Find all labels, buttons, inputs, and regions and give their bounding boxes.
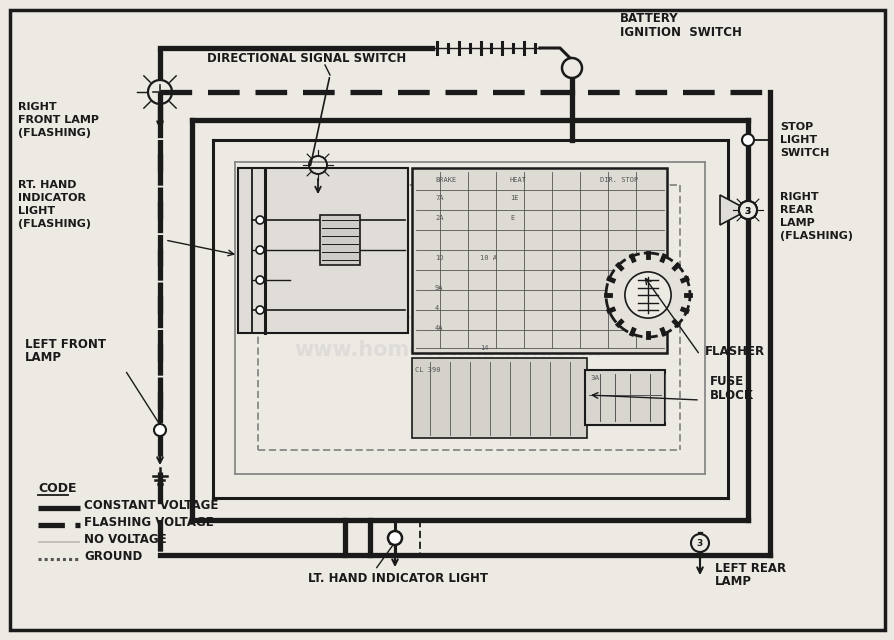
- Circle shape: [388, 531, 401, 545]
- Text: 2A: 2A: [434, 215, 443, 221]
- Text: 1D: 1D: [434, 255, 443, 261]
- Text: FUSE: FUSE: [709, 375, 743, 388]
- Text: CONSTANT VOLTAGE: CONSTANT VOLTAGE: [84, 499, 218, 512]
- Text: FLASHING VOLTAGE: FLASHING VOLTAGE: [84, 516, 214, 529]
- Text: SWITCH: SWITCH: [780, 148, 829, 158]
- Text: BRAKE: BRAKE: [434, 177, 456, 183]
- Text: RIGHT: RIGHT: [780, 192, 818, 202]
- Text: DIR. STOP: DIR. STOP: [599, 177, 637, 183]
- Text: LT. HAND INDICATOR LIGHT: LT. HAND INDICATOR LIGHT: [308, 572, 487, 585]
- Text: 3: 3: [744, 207, 750, 216]
- Text: IGNITION  SWITCH: IGNITION SWITCH: [620, 26, 741, 39]
- Text: LIGHT: LIGHT: [780, 135, 816, 145]
- Text: 3: 3: [696, 540, 703, 548]
- Circle shape: [256, 216, 264, 224]
- Text: (FLASHING): (FLASHING): [18, 128, 91, 138]
- Circle shape: [624, 272, 670, 318]
- Circle shape: [605, 253, 689, 337]
- Text: FRONT LAMP: FRONT LAMP: [18, 115, 99, 125]
- Bar: [585, 370, 664, 425]
- Circle shape: [154, 424, 165, 436]
- Text: DIRECTIONAL SIGNAL SWITCH: DIRECTIONAL SIGNAL SWITCH: [207, 52, 406, 65]
- Text: BATTERY: BATTERY: [620, 12, 678, 25]
- Circle shape: [561, 58, 581, 78]
- Text: LAMP: LAMP: [780, 218, 814, 228]
- Text: (FLASHING): (FLASHING): [780, 231, 852, 241]
- Text: CODE: CODE: [38, 482, 76, 495]
- Text: LAMP: LAMP: [25, 351, 62, 364]
- FancyBboxPatch shape: [411, 168, 666, 353]
- Circle shape: [738, 201, 756, 219]
- Circle shape: [738, 201, 756, 219]
- FancyBboxPatch shape: [411, 358, 586, 438]
- Text: 4: 4: [434, 305, 439, 311]
- Text: E: E: [510, 215, 514, 221]
- Circle shape: [741, 134, 753, 146]
- Text: CL 390: CL 390: [415, 367, 440, 373]
- Text: 1E: 1E: [510, 195, 518, 201]
- Text: HEAT: HEAT: [510, 177, 527, 183]
- Text: LEFT REAR: LEFT REAR: [714, 562, 785, 575]
- Text: LAMP: LAMP: [714, 575, 751, 588]
- Text: 10 A: 10 A: [479, 255, 496, 261]
- Circle shape: [256, 306, 264, 314]
- Text: 14: 14: [479, 345, 488, 351]
- Text: REAR: REAR: [780, 205, 813, 215]
- Text: 7A: 7A: [434, 195, 443, 201]
- Text: HOMETOWN BUICK
www.hometownbuick.com: HOMETOWN BUICK www.hometownbuick.com: [294, 316, 601, 360]
- Bar: [320, 215, 359, 265]
- Text: 3: 3: [744, 207, 750, 216]
- Text: STOP: STOP: [780, 122, 813, 132]
- Text: GROUND: GROUND: [84, 550, 142, 563]
- Circle shape: [256, 276, 264, 284]
- Text: LIGHT: LIGHT: [18, 206, 55, 216]
- Text: BLOCK: BLOCK: [709, 389, 753, 402]
- Text: FLASHER: FLASHER: [704, 345, 764, 358]
- Text: NO VOLTAGE: NO VOLTAGE: [84, 533, 166, 546]
- Text: 9A: 9A: [434, 285, 443, 291]
- Circle shape: [690, 534, 708, 552]
- Circle shape: [256, 246, 264, 254]
- Polygon shape: [719, 195, 747, 225]
- Text: 3A: 3A: [589, 375, 599, 381]
- Text: RIGHT: RIGHT: [18, 102, 56, 112]
- Text: INDICATOR: INDICATOR: [18, 193, 86, 203]
- FancyBboxPatch shape: [238, 168, 408, 333]
- Text: RT. HAND: RT. HAND: [18, 180, 76, 190]
- Text: LEFT FRONT: LEFT FRONT: [25, 338, 105, 351]
- Text: (FLASHING): (FLASHING): [18, 219, 91, 229]
- Text: 4A: 4A: [434, 325, 443, 331]
